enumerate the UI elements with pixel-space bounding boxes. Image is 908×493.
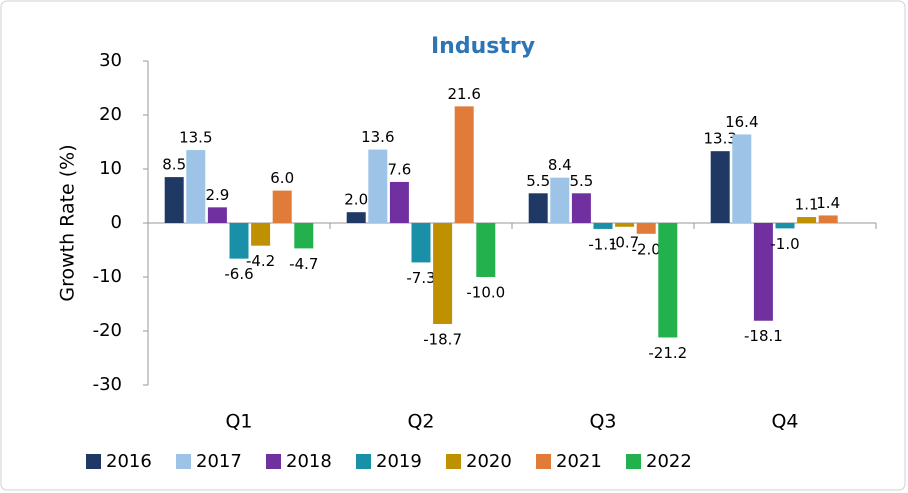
chart-title: Industry xyxy=(431,34,535,59)
bar xyxy=(593,223,613,229)
legend-swatch xyxy=(536,454,551,469)
legend-label: 2022 xyxy=(646,451,692,472)
value-label: -18.1 xyxy=(744,327,783,345)
bar xyxy=(615,223,635,227)
bar xyxy=(229,223,249,259)
bar xyxy=(346,212,366,223)
bar xyxy=(186,150,206,223)
legend-label: 2021 xyxy=(556,451,602,472)
legend-label: 2020 xyxy=(466,451,512,472)
value-label: 1.4 xyxy=(816,194,840,212)
bar xyxy=(454,106,474,223)
y-tick-label: -20 xyxy=(93,320,122,341)
legend-swatch xyxy=(176,454,191,469)
legend-label: 2018 xyxy=(286,451,332,472)
bar xyxy=(164,177,184,223)
bar xyxy=(251,223,271,246)
bar xyxy=(732,134,752,223)
value-label: -6.6 xyxy=(224,265,253,283)
bar xyxy=(818,215,838,223)
value-label: 8.5 xyxy=(162,156,186,174)
bar xyxy=(476,223,496,277)
x-tick-label: Q3 xyxy=(589,411,616,433)
legend-swatch xyxy=(446,454,461,469)
value-label: -2.0 xyxy=(632,240,661,258)
value-label: -0.7 xyxy=(610,233,639,251)
value-label: 1.1 xyxy=(795,196,819,214)
legend-label: 2019 xyxy=(376,451,422,472)
y-axis-label: Growth Rate (%) xyxy=(57,144,79,301)
x-tick-label: Q4 xyxy=(771,411,798,433)
bar xyxy=(775,223,795,229)
value-label: -7.3 xyxy=(406,269,435,287)
y-tick-label: 30 xyxy=(99,50,122,71)
bar xyxy=(389,181,409,223)
bar xyxy=(294,223,314,249)
y-tick-label: -10 xyxy=(93,266,122,287)
y-tick-label: 0 xyxy=(111,212,122,233)
bar xyxy=(571,193,591,223)
value-label: -4.2 xyxy=(246,252,275,270)
y-tick-label: 20 xyxy=(99,104,122,125)
bar xyxy=(550,177,570,223)
legend-swatch xyxy=(266,454,281,469)
bar xyxy=(368,149,388,223)
bar xyxy=(710,151,730,223)
bar xyxy=(753,223,773,321)
legend-swatch xyxy=(626,454,641,469)
value-label: -10.0 xyxy=(466,284,505,302)
bar xyxy=(207,207,227,223)
value-label: -1.1 xyxy=(588,235,617,253)
value-label: 7.6 xyxy=(387,160,411,178)
value-label: 16.4 xyxy=(725,113,758,131)
bar xyxy=(272,190,292,223)
value-label: 8.4 xyxy=(548,156,572,174)
bar xyxy=(636,223,656,234)
legend-label: 2017 xyxy=(196,451,242,472)
value-label: -21.2 xyxy=(648,344,687,362)
bar xyxy=(411,223,431,263)
value-label: 13.3 xyxy=(703,130,736,148)
value-label: -4.7 xyxy=(289,255,318,273)
bar xyxy=(658,223,678,338)
value-label: 2.0 xyxy=(344,191,368,209)
legend-swatch xyxy=(86,454,101,469)
bar xyxy=(797,217,817,223)
value-label: 5.5 xyxy=(526,172,550,190)
value-label: -1.0 xyxy=(770,235,799,253)
value-label: 13.6 xyxy=(361,128,394,146)
bar xyxy=(528,193,548,223)
value-label: 6.0 xyxy=(270,169,294,187)
value-label: 21.6 xyxy=(447,85,480,103)
legend-swatch xyxy=(356,454,371,469)
y-tick-label: -30 xyxy=(93,374,122,395)
x-tick-label: Q1 xyxy=(225,411,252,433)
value-label: 2.9 xyxy=(205,186,229,204)
bar xyxy=(433,223,453,324)
value-label: -18.7 xyxy=(423,330,462,348)
value-label: 5.5 xyxy=(569,172,593,190)
y-tick-label: 10 xyxy=(99,158,122,179)
x-tick-label: Q2 xyxy=(407,411,434,433)
value-label: 13.5 xyxy=(179,129,212,147)
legend-label: 2016 xyxy=(106,451,152,472)
